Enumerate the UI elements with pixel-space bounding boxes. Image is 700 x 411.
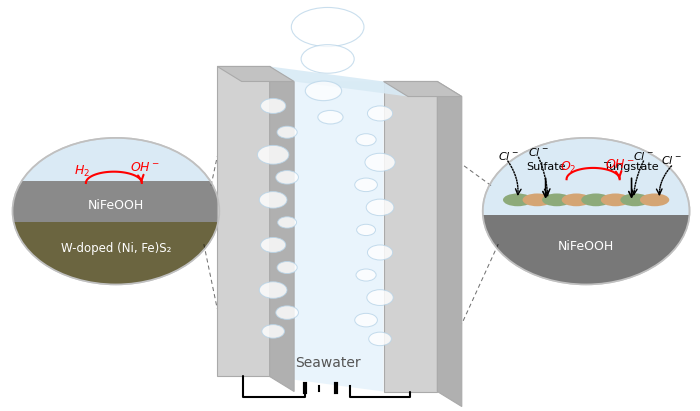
Ellipse shape bbox=[260, 98, 286, 113]
Ellipse shape bbox=[276, 306, 298, 319]
Ellipse shape bbox=[356, 269, 376, 281]
Ellipse shape bbox=[368, 106, 393, 121]
Ellipse shape bbox=[601, 194, 630, 206]
Ellipse shape bbox=[365, 153, 395, 171]
Text: Seawater: Seawater bbox=[295, 356, 360, 370]
Ellipse shape bbox=[356, 134, 376, 146]
Text: $Cl^-$: $Cl^-$ bbox=[528, 146, 549, 158]
Ellipse shape bbox=[483, 138, 690, 284]
Text: W-doped (Ni, Fe)S₂: W-doped (Ni, Fe)S₂ bbox=[61, 242, 172, 255]
Ellipse shape bbox=[542, 194, 571, 206]
Ellipse shape bbox=[355, 313, 377, 327]
Bar bbox=[483, 215, 690, 292]
Ellipse shape bbox=[259, 192, 287, 208]
Ellipse shape bbox=[291, 7, 364, 46]
Polygon shape bbox=[270, 67, 384, 392]
Ellipse shape bbox=[355, 178, 377, 192]
Polygon shape bbox=[217, 67, 270, 376]
Bar bbox=[13, 222, 219, 292]
Ellipse shape bbox=[301, 45, 354, 73]
Ellipse shape bbox=[259, 282, 287, 298]
Ellipse shape bbox=[561, 194, 591, 206]
Text: $Cl^-$: $Cl^-$ bbox=[633, 150, 654, 162]
Text: $\mathit{O_2}$: $\mathit{O_2}$ bbox=[561, 160, 577, 175]
Text: NiFeOOH: NiFeOOH bbox=[88, 199, 144, 212]
Ellipse shape bbox=[262, 325, 284, 338]
Text: $OH^-$: $OH^-$ bbox=[605, 158, 635, 171]
Ellipse shape bbox=[277, 261, 297, 273]
Ellipse shape bbox=[356, 224, 375, 236]
Polygon shape bbox=[384, 81, 438, 392]
Ellipse shape bbox=[368, 245, 393, 260]
Ellipse shape bbox=[277, 126, 297, 138]
Ellipse shape bbox=[503, 194, 532, 206]
Ellipse shape bbox=[581, 194, 610, 206]
Text: Tungstate: Tungstate bbox=[604, 162, 659, 172]
Text: $\mathit{H_2}$: $\mathit{H_2}$ bbox=[74, 164, 90, 179]
Ellipse shape bbox=[13, 138, 219, 284]
Polygon shape bbox=[270, 67, 408, 97]
Ellipse shape bbox=[640, 194, 669, 206]
Bar bbox=[13, 181, 219, 234]
Ellipse shape bbox=[366, 199, 394, 216]
Polygon shape bbox=[384, 81, 462, 97]
Ellipse shape bbox=[305, 81, 342, 101]
Text: $Cl^-$: $Cl^-$ bbox=[498, 150, 518, 162]
Ellipse shape bbox=[369, 332, 391, 346]
Text: Sulfate: Sulfate bbox=[526, 162, 566, 172]
Ellipse shape bbox=[367, 290, 393, 305]
Ellipse shape bbox=[620, 194, 650, 206]
Polygon shape bbox=[270, 67, 294, 392]
Ellipse shape bbox=[318, 111, 343, 124]
Ellipse shape bbox=[260, 238, 286, 252]
Text: NiFeOOH: NiFeOOH bbox=[558, 240, 615, 253]
Ellipse shape bbox=[276, 171, 298, 184]
Polygon shape bbox=[217, 67, 294, 81]
Text: $Cl^-$: $Cl^-$ bbox=[661, 155, 682, 166]
Ellipse shape bbox=[258, 145, 289, 164]
Ellipse shape bbox=[278, 217, 297, 228]
Ellipse shape bbox=[523, 194, 552, 206]
Polygon shape bbox=[438, 81, 462, 406]
Text: $OH^-$: $OH^-$ bbox=[130, 162, 160, 174]
